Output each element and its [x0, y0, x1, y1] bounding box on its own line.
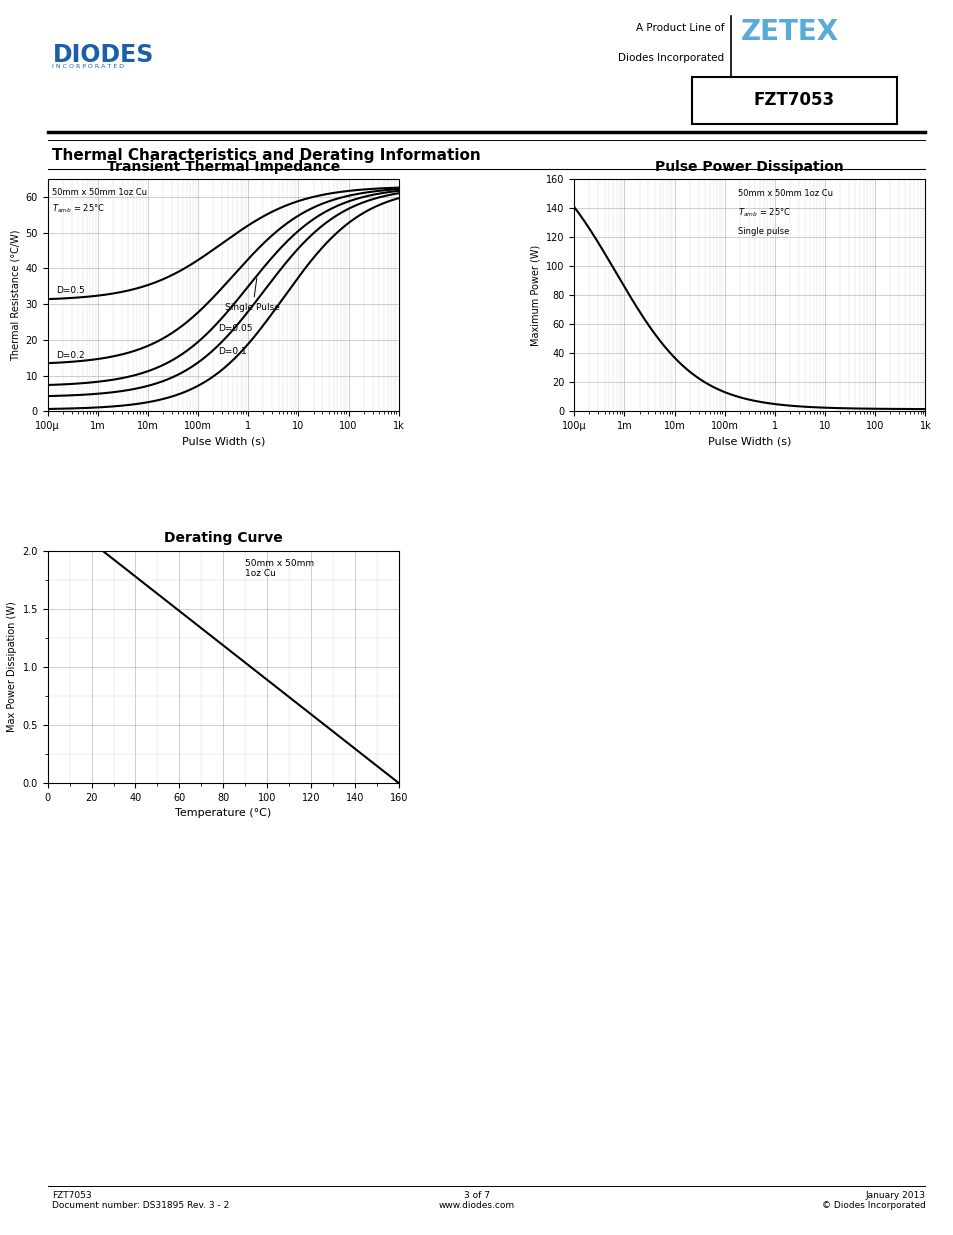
- Text: Thermal Characteristics and Derating Information: Thermal Characteristics and Derating Inf…: [52, 148, 480, 163]
- Title: Derating Curve: Derating Curve: [164, 531, 282, 546]
- X-axis label: Temperature (°C): Temperature (°C): [175, 809, 271, 819]
- Text: FZT7053: FZT7053: [753, 91, 834, 109]
- Text: Single pulse: Single pulse: [737, 227, 788, 236]
- Text: Diodes Incorporated: Diodes Incorporated: [618, 53, 723, 63]
- X-axis label: Pulse Width (s): Pulse Width (s): [707, 437, 791, 447]
- Title: Pulse Power Dissipation: Pulse Power Dissipation: [655, 159, 843, 174]
- Text: I N C O R P O R A T E D: I N C O R P O R A T E D: [52, 64, 124, 69]
- Y-axis label: Max Power Dissipation (W): Max Power Dissipation (W): [7, 601, 17, 732]
- Y-axis label: Thermal Resistance (°C/W): Thermal Resistance (°C/W): [10, 230, 20, 361]
- X-axis label: Pulse Width (s): Pulse Width (s): [181, 437, 265, 447]
- Text: D=0.1: D=0.1: [218, 347, 247, 356]
- Text: A Product Line of: A Product Line of: [635, 22, 723, 32]
- Text: DIODES: DIODES: [52, 43, 153, 67]
- Text: 3 of 7
www.diodes.com: 3 of 7 www.diodes.com: [438, 1191, 515, 1210]
- Text: $T_{amb}$ = 25°C: $T_{amb}$ = 25°C: [51, 203, 105, 215]
- Text: Single Pulse: Single Pulse: [225, 278, 280, 311]
- Text: ZETEX: ZETEX: [740, 17, 838, 46]
- Text: $T_{amb}$ = 25°C: $T_{amb}$ = 25°C: [737, 206, 790, 219]
- FancyBboxPatch shape: [691, 77, 896, 124]
- Title: Transient Thermal Impedance: Transient Thermal Impedance: [107, 159, 339, 174]
- Text: 50mm x 50mm 1oz Cu: 50mm x 50mm 1oz Cu: [51, 188, 147, 198]
- Text: D=0.2: D=0.2: [56, 351, 85, 359]
- Text: January 2013
© Diodes Incorporated: January 2013 © Diodes Incorporated: [821, 1191, 924, 1210]
- Text: D=0.5: D=0.5: [56, 287, 85, 295]
- Text: FZT7053
Document number: DS31895 Rev. 3 - 2: FZT7053 Document number: DS31895 Rev. 3 …: [52, 1191, 230, 1210]
- Y-axis label: Maximum Power (W): Maximum Power (W): [530, 245, 540, 346]
- Text: 50mm x 50mm 1oz Cu: 50mm x 50mm 1oz Cu: [737, 189, 832, 199]
- Text: 50mm x 50mm
1oz Cu: 50mm x 50mm 1oz Cu: [245, 559, 314, 578]
- Text: D=0.05: D=0.05: [218, 324, 253, 333]
